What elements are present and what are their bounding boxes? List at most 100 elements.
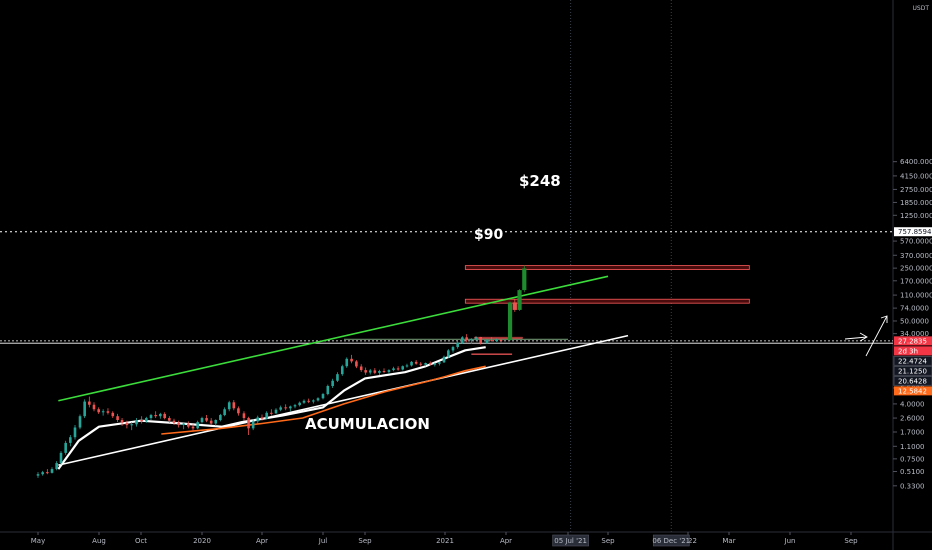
candle-body-21	[135, 420, 138, 425]
target-zone-1	[464, 298, 750, 304]
candle-body-39	[219, 415, 222, 421]
trend-arrow-sketch	[844, 315, 888, 357]
projection-candle-body-0	[507, 302, 513, 341]
trendline-white	[58, 334, 629, 466]
price-tick-label: 2750.0000	[900, 186, 932, 194]
accumulation-label: ACUMULACION	[305, 415, 430, 433]
candle-body-65	[340, 366, 344, 375]
candle-body-37	[209, 420, 213, 424]
time-axis[interactable]: MayAugOct2020AprJulSep2021AprJulSep2022M…	[31, 532, 858, 547]
price-tick-label: 170.0000	[900, 277, 932, 285]
candle-body-95	[479, 337, 482, 343]
trendlines	[58, 275, 629, 466]
candle-body-5	[59, 452, 63, 464]
time-highlight-0	[552, 534, 589, 547]
candle-body-91	[461, 337, 464, 343]
candle-body-57	[302, 400, 306, 403]
candle-body-50	[270, 412, 273, 414]
candle-body-23	[145, 418, 148, 422]
price-tick-label: 250.0000	[900, 265, 932, 273]
candle-body-18	[120, 420, 124, 423]
candle-body-82	[419, 363, 423, 365]
price-axis-currency: USDT	[913, 5, 930, 12]
time-tick-label: 2021	[436, 537, 454, 545]
candle-body-55	[293, 405, 297, 407]
candle-body-15	[106, 411, 110, 413]
price-badge-label: 12.5842	[898, 387, 927, 395]
price-badge-2	[894, 346, 932, 356]
candle-body-79	[405, 365, 409, 367]
price-tick-label: 370.0000	[900, 252, 932, 260]
candle-body-49	[265, 412, 268, 419]
candle-body-47	[256, 417, 260, 422]
arrow-horizontal	[844, 336, 868, 340]
candle-body-12	[92, 404, 96, 410]
price-tick-label: 0.3300	[900, 482, 925, 490]
time-tick-label: Oct	[135, 537, 147, 545]
candle-body-75	[387, 370, 391, 372]
candle-body-88	[447, 350, 450, 357]
candle-body-66	[345, 358, 349, 367]
candle-body-77	[396, 368, 400, 370]
candle-body-32	[187, 423, 190, 427]
mini-zone	[474, 336, 523, 339]
price-badge-0	[894, 227, 932, 237]
candle-body-81	[414, 361, 418, 364]
time-highlight-label: 06 Dec '21	[652, 537, 690, 545]
candle-body-38	[214, 420, 218, 424]
target-mid-label: $90	[474, 227, 503, 243]
price-tick-label: 1250.0000	[900, 212, 932, 220]
price-tick-label: 1.1000	[900, 443, 925, 451]
price-tick-label: 4150.0000	[900, 172, 932, 180]
candle-body-87	[442, 356, 446, 363]
price-badge-5	[893, 375, 932, 386]
projection-candle-body-1	[512, 302, 517, 310]
candle-body-8	[73, 427, 77, 438]
candle-body-14	[101, 411, 105, 413]
candle-body-76	[392, 368, 395, 371]
candle-body-72	[373, 370, 377, 373]
candle-body-70	[364, 370, 367, 373]
price-badge-label: 22.4724	[898, 357, 927, 365]
time-tick-label: Apr	[500, 537, 512, 545]
moving-average-white	[57, 346, 486, 470]
price-axis[interactable]: USDT 6400.0000 4150.0000 2750.0000 1850.0000…	[893, 5, 932, 490]
candle-body-41	[227, 402, 231, 410]
price-badge-label: 21.1250	[898, 367, 927, 375]
candle-body-62	[326, 386, 330, 395]
candle-body-63	[331, 380, 334, 387]
candle-body-85	[433, 363, 437, 365]
candle-body-74	[382, 370, 386, 372]
candle-body-27	[163, 413, 166, 419]
candle-body-17	[116, 416, 119, 421]
projection-candle-body-3	[522, 268, 527, 291]
candle-body-86	[438, 362, 441, 364]
time-tick-label: 2020	[193, 537, 211, 545]
price-tick-label: 1.7000	[900, 429, 925, 437]
candle-body-16	[111, 412, 115, 417]
candle-body-0	[36, 474, 40, 476]
time-tick-label: Sep	[844, 537, 858, 545]
price-tick-label: 570.0000	[900, 238, 932, 246]
price-badge-label: 20.6428	[898, 377, 927, 385]
price-badge-label: 2d 3h	[898, 347, 918, 355]
candle-body-67	[350, 358, 353, 362]
candle-body-56	[298, 402, 301, 406]
candle-body-4	[55, 463, 58, 470]
candle-body-19	[125, 422, 129, 426]
candle-body-98	[495, 339, 498, 341]
candle-body-36	[205, 418, 208, 421]
candle-body-3	[50, 469, 54, 473]
candle-body-90	[456, 342, 459, 348]
candle-body-84	[428, 363, 432, 365]
candle-body-22	[140, 420, 143, 422]
price-badge-1	[894, 336, 932, 346]
price-tick-label: 34.0000	[900, 330, 929, 338]
candle-body-43	[237, 408, 240, 414]
price-badge-label: 27.2835	[898, 337, 927, 345]
price-badge-6	[894, 386, 932, 396]
time-tick-label: Apr	[256, 537, 268, 545]
candle-body-51	[274, 409, 278, 414]
